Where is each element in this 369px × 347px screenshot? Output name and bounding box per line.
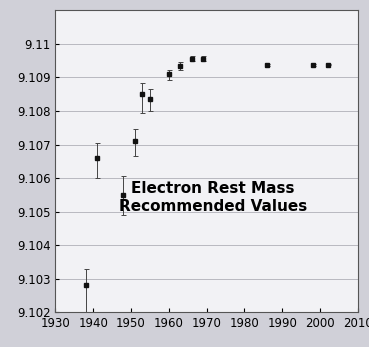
Text: Electron Rest Mass
Recommended Values: Electron Rest Mass Recommended Values (118, 181, 307, 214)
